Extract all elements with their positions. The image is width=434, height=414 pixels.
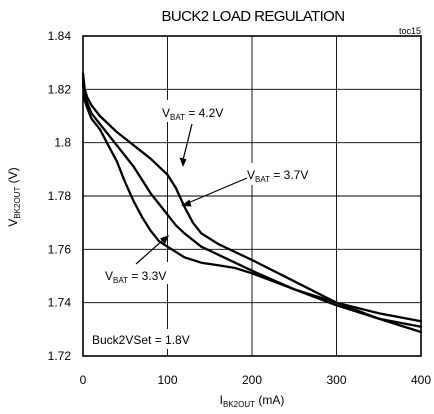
annotation-arrowhead-3v7 bbox=[181, 199, 192, 207]
annotation-bg-setpoint bbox=[89, 329, 209, 349]
grid-lines bbox=[82, 35, 422, 357]
x-axis-label-main: I bbox=[220, 393, 223, 407]
annotation-vbat-3v7-value: = 3.7V bbox=[270, 168, 308, 182]
x-tick-label: 400 bbox=[411, 373, 431, 387]
annotation-bg-3v7 bbox=[245, 163, 327, 185]
series-line-2 bbox=[81, 82, 423, 334]
annotation-vbat-3v3-value: = 3.3V bbox=[128, 269, 166, 283]
annotation-vbat-3v7-sub: BAT bbox=[255, 175, 270, 184]
x-tick-label: 200 bbox=[242, 373, 262, 387]
annotation-setpoint: Buck2VSet = 1.8V bbox=[92, 333, 190, 347]
x-tick-label: 300 bbox=[326, 373, 346, 387]
y-axis-label-sub: BK2OUT bbox=[13, 187, 22, 219]
series-line-0 bbox=[81, 72, 423, 323]
x-axis-label: IBK2OUT (mA) bbox=[220, 393, 285, 409]
y-axis-label-main: V bbox=[6, 219, 20, 227]
y-axis-label: VBK2OUT (V) bbox=[6, 167, 22, 226]
y-tick-label: 1.76 bbox=[48, 242, 72, 256]
series-group bbox=[81, 72, 423, 334]
annotation-arrow-3v7 bbox=[187, 177, 248, 204]
annotations: VBAT = 4.2V VBAT = 3.7V VBAT = 3.3V Buck… bbox=[89, 100, 327, 349]
figure-tag: toc15 bbox=[399, 26, 421, 36]
y-tick-label: 1.8 bbox=[54, 136, 71, 150]
y-tick-label: 1.82 bbox=[48, 82, 72, 96]
x-tick-label: 0 bbox=[80, 373, 87, 387]
x-tick-labels: 0 100 200 300 400 bbox=[80, 373, 432, 387]
x-axis-label-unit: (mA) bbox=[255, 393, 284, 407]
y-tick-label: 1.72 bbox=[48, 349, 72, 363]
y-tick-label: 1.84 bbox=[48, 29, 72, 43]
annotation-arrow-3v3 bbox=[135, 239, 164, 265]
annotation-arrow-4v2 bbox=[182, 123, 193, 161]
annotation-vbat-4v2-sub: BAT bbox=[170, 113, 185, 122]
y-tick-label: 1.74 bbox=[48, 296, 72, 310]
x-tick-label: 100 bbox=[157, 373, 177, 387]
y-tick-label: 1.78 bbox=[48, 189, 72, 203]
chart-title: BUCK2 LOAD REGULATION bbox=[161, 8, 344, 25]
annotation-bg-4v2 bbox=[160, 100, 242, 122]
y-tick-labels: 1.72 1.74 1.76 1.78 1.8 1.82 1.84 bbox=[48, 29, 72, 363]
y-axis-label-unit: (V) bbox=[6, 167, 20, 186]
annotation-vbat-3v3-sub: BAT bbox=[113, 276, 128, 285]
annotation-bg-3v3 bbox=[103, 262, 185, 284]
annotation-arrowhead-4v2 bbox=[179, 157, 187, 167]
plot-frame bbox=[82, 35, 422, 357]
annotation-vbat-4v2-value: = 4.2V bbox=[185, 106, 223, 120]
annotation-arrowhead-3v3 bbox=[160, 235, 169, 244]
x-axis-label-sub: BK2OUT bbox=[223, 400, 255, 409]
